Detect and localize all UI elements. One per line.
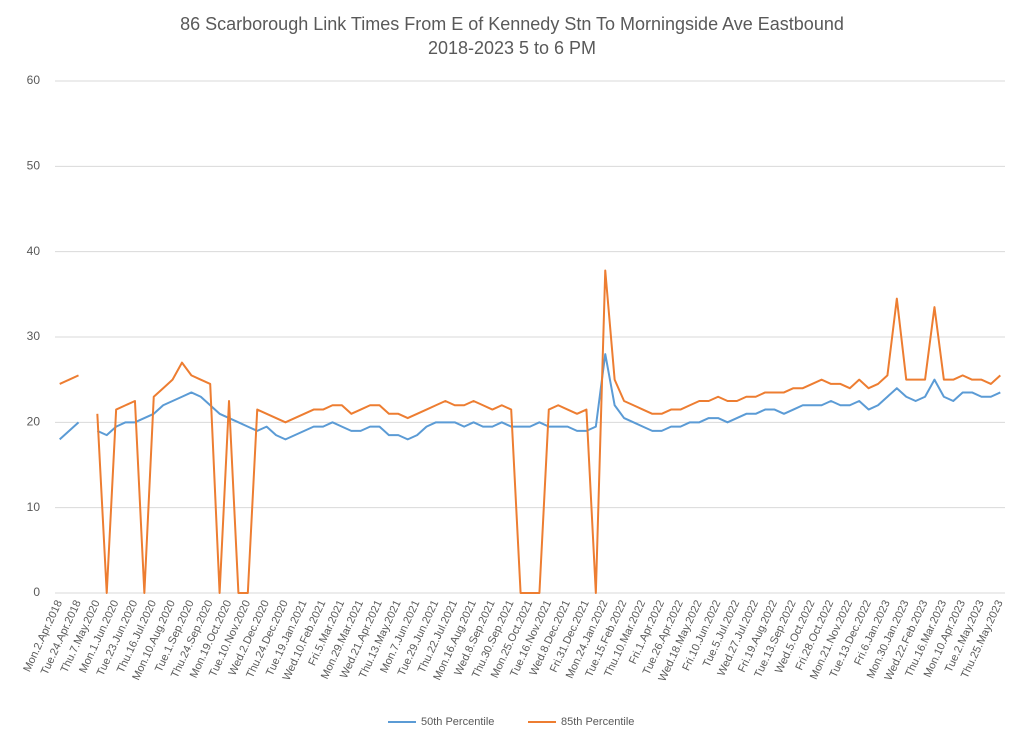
legend-label: 50th Percentile [421, 716, 494, 728]
chart-title: 86 Scarborough Link Times From E of Kenn… [180, 14, 844, 34]
chart-subtitle: 2018-2023 5 to 6 PM [428, 38, 596, 58]
y-tick-label: 60 [27, 73, 41, 87]
y-tick-label: 10 [27, 500, 41, 514]
data-line [59, 269, 1001, 594]
y-tick-label: 30 [27, 329, 41, 343]
y-tick-label: 40 [27, 244, 41, 258]
y-tick-label: 20 [27, 415, 41, 429]
y-tick-label: 50 [27, 159, 41, 173]
legend-label: 85th Percentile [561, 716, 634, 728]
y-tick-label: 0 [33, 585, 40, 599]
